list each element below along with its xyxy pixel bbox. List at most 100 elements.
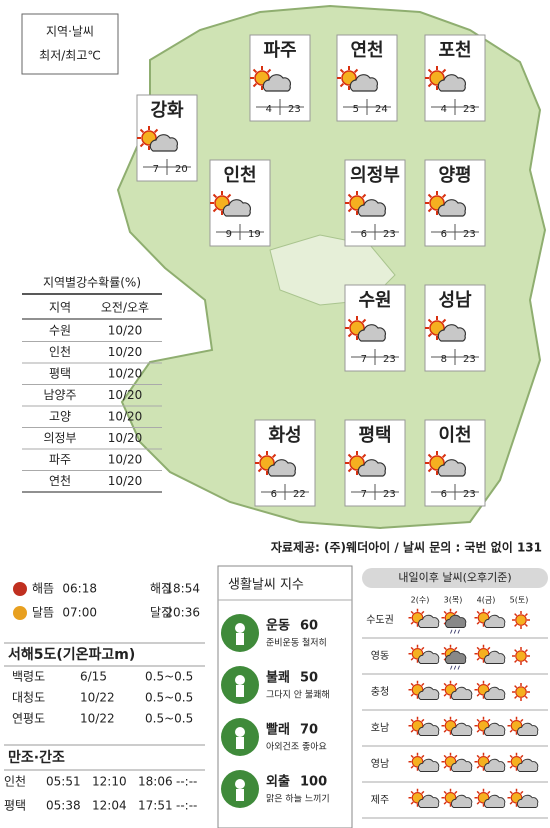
weather-icon [408, 644, 440, 664]
cloud [262, 74, 291, 92]
cloud [445, 650, 467, 664]
sun-ray [443, 754, 447, 759]
weather-icon [345, 316, 386, 342]
city-name: 평택 [358, 425, 391, 446]
tide-cell: 평택 [4, 799, 26, 813]
city-name: 수원 [358, 290, 391, 311]
sun-ray [476, 682, 480, 687]
sea-cell: 백령도 [12, 670, 45, 684]
table-cell: 남양주 [43, 388, 76, 402]
sea-cell: 6/15 [80, 670, 107, 684]
life-icon-figure [235, 675, 245, 685]
sun-ray [514, 613, 518, 617]
sun-ray [410, 718, 414, 723]
sea-cell: 0.5~0.5 [145, 670, 193, 684]
sun-ray [410, 729, 414, 733]
sun-ray [443, 729, 447, 733]
rain-drop [450, 629, 453, 634]
sun-ray [509, 790, 513, 795]
high-temp: 23 [463, 229, 476, 240]
sun-ray [476, 693, 480, 697]
sun-ray [476, 765, 480, 769]
weather-icon [441, 716, 473, 736]
cloud [517, 794, 539, 808]
sun-ray [476, 718, 480, 723]
weather-icon [425, 191, 466, 217]
cloud [484, 722, 506, 736]
cloud [484, 650, 506, 664]
section-title: 서해5도(기온파고m) [8, 647, 135, 663]
sun-ray [524, 695, 528, 699]
high-temp: 23 [383, 489, 396, 500]
sun-ray [347, 467, 353, 473]
tide-cell: --:-- [176, 799, 197, 813]
sun-ray [487, 682, 491, 687]
low-temp: 8 [441, 354, 447, 365]
sun-ray [347, 332, 353, 338]
low-temp: 6 [441, 489, 447, 500]
weather-icon [137, 126, 178, 152]
weather-icon [345, 451, 386, 477]
sun-ray [257, 467, 263, 473]
sun-ray [153, 128, 159, 134]
sun-ray [139, 142, 145, 148]
sun-ray [487, 646, 491, 651]
life-icon-figure [236, 789, 244, 801]
sun-ray [476, 657, 480, 661]
index-note: 아외건조 좋아요 [266, 741, 327, 753]
moon-icon [13, 606, 27, 620]
sun-moon-text: 20:36 [165, 606, 200, 620]
sun-ray [524, 685, 528, 689]
sun-ray [421, 718, 425, 723]
table-cell: 파주 [49, 453, 71, 467]
tide-cell: 12:04 [92, 799, 127, 813]
rain-drop [457, 665, 460, 670]
day-label: 5(토) [510, 596, 529, 605]
cloud [418, 794, 440, 808]
table-cell: 의정부 [43, 431, 76, 445]
sun [515, 686, 527, 698]
sun-ray [441, 193, 447, 199]
table-cell: 10/20 [108, 453, 143, 467]
table-cell: 10/20 [108, 388, 143, 402]
sun-ray [454, 646, 458, 651]
region-label: 영남 [371, 758, 389, 770]
sun-ray [476, 621, 480, 625]
sun-ray [361, 318, 367, 324]
sun-ray [427, 332, 433, 338]
sun-ray [514, 649, 518, 653]
sun-ray [524, 623, 528, 627]
index-name: 불쾌 [266, 671, 290, 686]
cloud [451, 686, 473, 700]
life-icon-figure [235, 623, 245, 633]
high-temp: 23 [383, 354, 396, 365]
sun-moon-text: 해뜸 [32, 582, 54, 596]
table-cell: 10/20 [108, 474, 143, 488]
weather-icon [512, 683, 530, 701]
sun-ray [441, 453, 447, 459]
sun-ray [476, 801, 480, 805]
sea-cell: 0.5~0.5 [145, 691, 193, 705]
low-temp: 4 [266, 104, 272, 115]
cloud [149, 134, 178, 152]
sun-ray [443, 682, 447, 687]
sun-ray [514, 685, 518, 689]
table-cell: 인천 [49, 344, 71, 359]
index-name: 빨래 [266, 722, 290, 738]
sun-ray [257, 453, 263, 459]
sun-ray [514, 695, 518, 699]
legend-text: 지역·날씨 [46, 25, 94, 39]
sun-ray [212, 207, 218, 213]
sun-ray [410, 610, 414, 615]
weather-icon [507, 716, 539, 736]
rain-drop [453, 629, 457, 634]
index-note: 맑은 하늘 느끼기 [266, 793, 330, 805]
table-header: 지역 [49, 301, 71, 315]
tide-cell: 05:51 [46, 775, 81, 789]
sun-ray [139, 128, 145, 134]
sun-ray [271, 453, 277, 459]
sun-ray [427, 193, 433, 199]
high-temp: 23 [463, 354, 476, 365]
sea-cell: 연평도 [12, 712, 45, 726]
sun-ray [524, 659, 528, 663]
